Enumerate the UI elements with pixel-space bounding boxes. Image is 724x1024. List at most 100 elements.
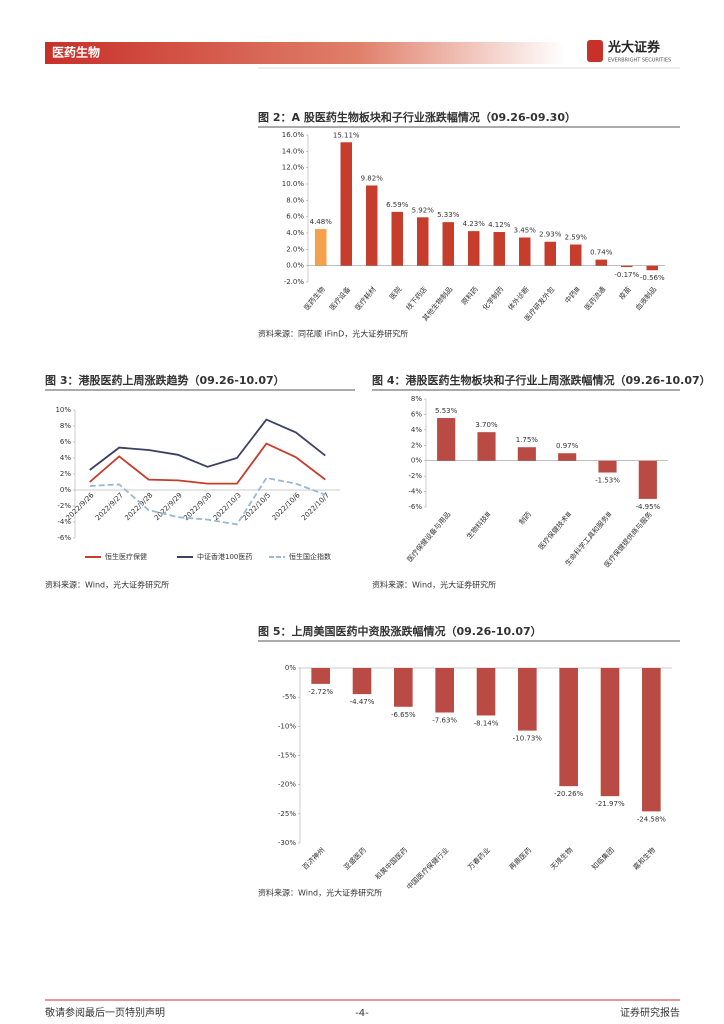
y-tick-label: -6% — [57, 534, 71, 542]
bar — [442, 222, 454, 266]
bar — [600, 668, 620, 797]
value-label: 2.93% — [539, 231, 562, 239]
bar — [559, 668, 578, 787]
x-tick-label: 医疗保健设备与用品 — [405, 510, 452, 564]
x-tick-label: 制药 — [517, 510, 533, 527]
value-label: -4.47% — [350, 698, 375, 706]
x-tick-label: 线下药店 — [404, 285, 429, 312]
bar — [518, 668, 537, 731]
legend-label: 恒生医疗保健 — [105, 552, 147, 561]
x-tick-label: 医疗保健技术Ⅲ — [536, 510, 573, 552]
x-tick-label: 医药生物 — [302, 285, 327, 312]
bar — [311, 668, 330, 684]
y-tick-label: 4% — [411, 426, 422, 434]
value-label: 9.82% — [361, 174, 384, 182]
bar — [493, 232, 505, 266]
y-tick-label: 6.0% — [286, 213, 304, 221]
chart-title: 图 4：港股医药生物板块和子行业上周涨跌幅情况（09.26-10.07） — [372, 373, 711, 387]
bar — [544, 241, 556, 266]
bar — [646, 265, 658, 271]
x-tick-label: 医院 — [387, 285, 403, 302]
y-tick-label: 4.0% — [286, 229, 304, 237]
bar — [570, 244, 582, 266]
x-tick-label: 百济神州 — [300, 845, 326, 871]
bar — [621, 265, 633, 268]
value-label: -24.58% — [637, 815, 667, 823]
section: 医药生物 — [52, 45, 100, 60]
bar — [315, 229, 327, 266]
value-label: 0.97% — [556, 442, 579, 450]
y-tick-label: -20% — [278, 781, 296, 789]
x-tick-label: 医疗设备 — [327, 285, 352, 312]
y-tick-label: 10.0% — [282, 180, 305, 188]
legend-label: 恒生国企指数 — [289, 552, 331, 561]
x-tick-label: 化学制药 — [480, 285, 505, 312]
bar — [519, 237, 531, 266]
bar — [352, 668, 372, 695]
x-tick-label: 和黄中国医药 — [373, 845, 409, 881]
y-tick-label: -30% — [278, 839, 296, 847]
x-tick-label: 亚盛医药 — [342, 845, 368, 871]
value-label: -7.63% — [432, 717, 457, 725]
x-tick-label: 知临集团 — [590, 845, 616, 871]
bar — [558, 453, 577, 461]
footer-page: -4- — [355, 1008, 369, 1019]
value-label: 5.33% — [437, 211, 460, 219]
value-label: 2.59% — [565, 234, 588, 242]
bar — [598, 460, 617, 473]
value-label: 5.92% — [412, 206, 435, 214]
y-tick-label: 16.0% — [282, 131, 305, 139]
chart-title: 图 3：港股医药上周涨跌趋势（09.26-10.07） — [45, 373, 285, 387]
bar — [394, 668, 413, 707]
y-tick-label: 2% — [60, 470, 71, 478]
value-label: -0.56% — [640, 274, 665, 282]
bar — [417, 217, 429, 266]
bar — [366, 185, 378, 266]
y-tick-label: 0% — [60, 486, 71, 494]
x-tick-label: 再鼎医药 — [507, 845, 533, 871]
y-tick-label: 4% — [60, 454, 71, 462]
value-label: 15.11% — [333, 131, 360, 139]
chart-title: 图 5：上周美国医药中资股涨跌幅情况（09.26-10.07） — [258, 624, 542, 638]
logo: 光大证券 EVERBRIGHT SECURITIES — [587, 40, 671, 64]
y-tick-label: 6% — [60, 438, 71, 446]
logo-icon — [587, 40, 603, 62]
value-label: -6.65% — [391, 711, 416, 719]
value-label: 5.53% — [435, 407, 458, 415]
bar — [638, 460, 657, 499]
value-label: 0.74% — [590, 249, 613, 257]
x-tick-label: 2022/9/30 — [182, 491, 213, 522]
source: 资料来源：Wind，光大证券研究所 — [372, 580, 496, 590]
y-tick-label: 14.0% — [282, 147, 305, 155]
y-tick-label: -2% — [57, 502, 71, 510]
y-tick-label: 10% — [55, 406, 71, 414]
y-tick-label: 2.0% — [286, 245, 304, 253]
y-tick-label: 8% — [411, 395, 422, 403]
value-label: 6.59% — [386, 201, 409, 209]
footer-right: 证券研究报告 — [620, 1006, 680, 1019]
bar — [642, 668, 661, 812]
value-label: 3.45% — [514, 226, 537, 234]
value-label: 4.48% — [310, 218, 333, 226]
value-label: -1.53% — [595, 477, 620, 485]
x-tick-label: 原料药 — [459, 285, 479, 307]
x-tick-label: 生物科技Ⅲ — [465, 510, 493, 541]
bar — [517, 447, 536, 461]
y-tick-label: 0% — [285, 664, 296, 672]
x-tick-label: 2022/10/6 — [271, 491, 302, 522]
x-tick-label: 2022/9/27 — [94, 491, 125, 522]
bar — [435, 668, 454, 713]
x-tick-label: 血液制品 — [633, 285, 658, 312]
x-tick-label: 2022/10/7 — [300, 491, 331, 522]
bar — [468, 231, 480, 266]
x-tick-label: 嘉和生物 — [631, 845, 657, 871]
x-tick-label: 体外诊断 — [506, 285, 531, 312]
value-label: -2.72% — [308, 688, 333, 696]
x-tick-label: 万春药业 — [466, 845, 492, 871]
legend-label: 中证香港100医药 — [197, 552, 252, 561]
value-label: 3.70% — [475, 421, 498, 429]
source: 资料来源：Wind，光大证券研究所 — [45, 580, 169, 590]
y-tick-label: 8.0% — [286, 196, 304, 204]
value-label: -0.17% — [614, 271, 639, 279]
